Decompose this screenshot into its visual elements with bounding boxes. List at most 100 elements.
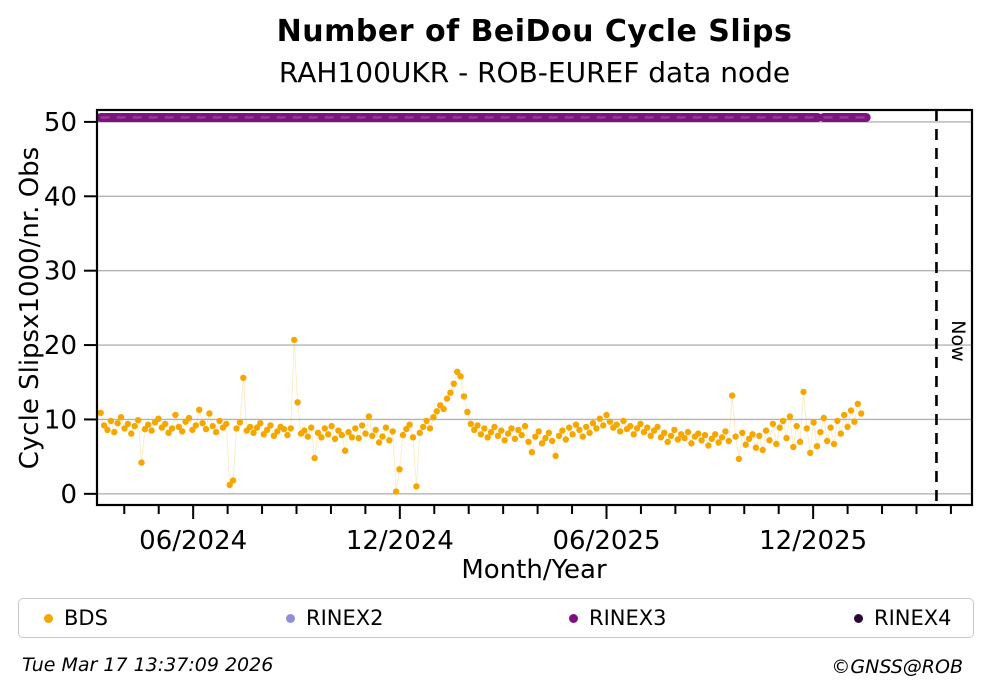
bds-point (162, 420, 169, 428)
bds-point (644, 424, 651, 431)
bds-point (128, 430, 135, 437)
bds-point (270, 432, 278, 439)
legend-item-rinex3: RINEX3 (569, 599, 667, 637)
bds-point (355, 434, 362, 442)
bds-point (443, 395, 451, 402)
bds-point (196, 406, 203, 413)
bds-point (858, 410, 865, 417)
bds-point (416, 429, 423, 436)
bds-point (318, 434, 325, 441)
bds-point (138, 459, 145, 466)
bds-point (175, 423, 182, 431)
bds-point (348, 434, 356, 441)
x-tick-label: 12/2025 (759, 526, 867, 556)
bds-point (155, 415, 162, 422)
bds-point (484, 434, 491, 441)
bds-point (314, 429, 322, 436)
bds-point (433, 408, 440, 415)
bds-point (365, 413, 373, 420)
credit-text: ©GNSS@ROB (831, 656, 963, 678)
bds-point (481, 425, 488, 432)
bds-point (216, 417, 223, 425)
now-line-label: Now (947, 320, 969, 361)
bds-point (185, 414, 193, 422)
bds-point (291, 336, 298, 344)
bds-point (596, 415, 603, 422)
bds-point (535, 428, 542, 435)
bds-point (246, 423, 254, 431)
bds-point (732, 433, 739, 440)
bds-point (406, 421, 413, 428)
bds-point (589, 420, 597, 427)
bds-point (328, 422, 335, 430)
legend-item-rinex4: RINEX4 (854, 599, 952, 637)
x-tick-label: 06/2025 (552, 526, 660, 556)
bds-point (817, 428, 824, 436)
bds-point (250, 429, 257, 436)
bds-point (695, 430, 702, 437)
bds-point (813, 443, 821, 450)
bds-point (301, 427, 308, 434)
bds-point (841, 411, 848, 419)
bds-point (375, 439, 383, 446)
bds-point (671, 426, 678, 434)
bds-point (240, 374, 247, 381)
legend-item-bds: BDS (44, 599, 108, 637)
bds-point (267, 422, 274, 429)
x-tick-label: 06/2024 (139, 526, 247, 556)
bds-point (447, 389, 454, 396)
bds-point (386, 437, 393, 444)
bds-point (674, 436, 681, 443)
bds-point (667, 432, 675, 439)
bds-point (542, 434, 549, 442)
bds-point (515, 426, 522, 434)
bds-point (718, 434, 726, 441)
bds-point (325, 431, 332, 438)
bds-point (807, 449, 814, 457)
bds-point (382, 424, 390, 431)
bds-point (260, 431, 267, 438)
bds-point (117, 414, 125, 421)
bds-point (742, 441, 749, 448)
bds-point (331, 435, 339, 442)
bds-point (379, 433, 386, 440)
bds-point (335, 427, 342, 434)
bds-point (511, 435, 519, 442)
x-axis-label: Month/Year (461, 555, 607, 585)
bds-point (640, 428, 648, 436)
bds-point (800, 388, 807, 396)
bds-point (341, 447, 349, 454)
bds-point (97, 409, 104, 416)
bds-point (684, 428, 692, 436)
bds-point (294, 399, 301, 406)
bds-point (257, 420, 264, 427)
bds-point (735, 455, 743, 463)
bds-point (430, 414, 437, 421)
bds-point (606, 418, 614, 425)
bds-point (280, 425, 288, 433)
bds-point (773, 440, 780, 448)
bds-point (783, 434, 790, 442)
bds-point (148, 427, 155, 434)
y-tick-label: 0 (60, 480, 77, 510)
chart-title: Number of BeiDou Cycle Slips (276, 14, 793, 49)
bds-point (403, 425, 410, 433)
bds-point (586, 429, 593, 436)
legend-item-rinex2: RINEX2 (286, 599, 384, 637)
bds-point (165, 429, 172, 436)
bds-point (253, 424, 261, 431)
bds-point (212, 428, 220, 436)
bds-point (304, 433, 311, 440)
bds-point (114, 420, 121, 427)
legend-label-rinex3: RINEX3 (589, 605, 667, 630)
bds-point (827, 424, 834, 431)
bds-point (633, 425, 641, 432)
bds-point (739, 429, 746, 436)
bds-point (528, 449, 536, 456)
bds-point (504, 430, 512, 437)
bds-point (796, 438, 804, 445)
bds-point (487, 428, 495, 436)
bds-point (179, 428, 186, 435)
bds-point (131, 422, 138, 430)
